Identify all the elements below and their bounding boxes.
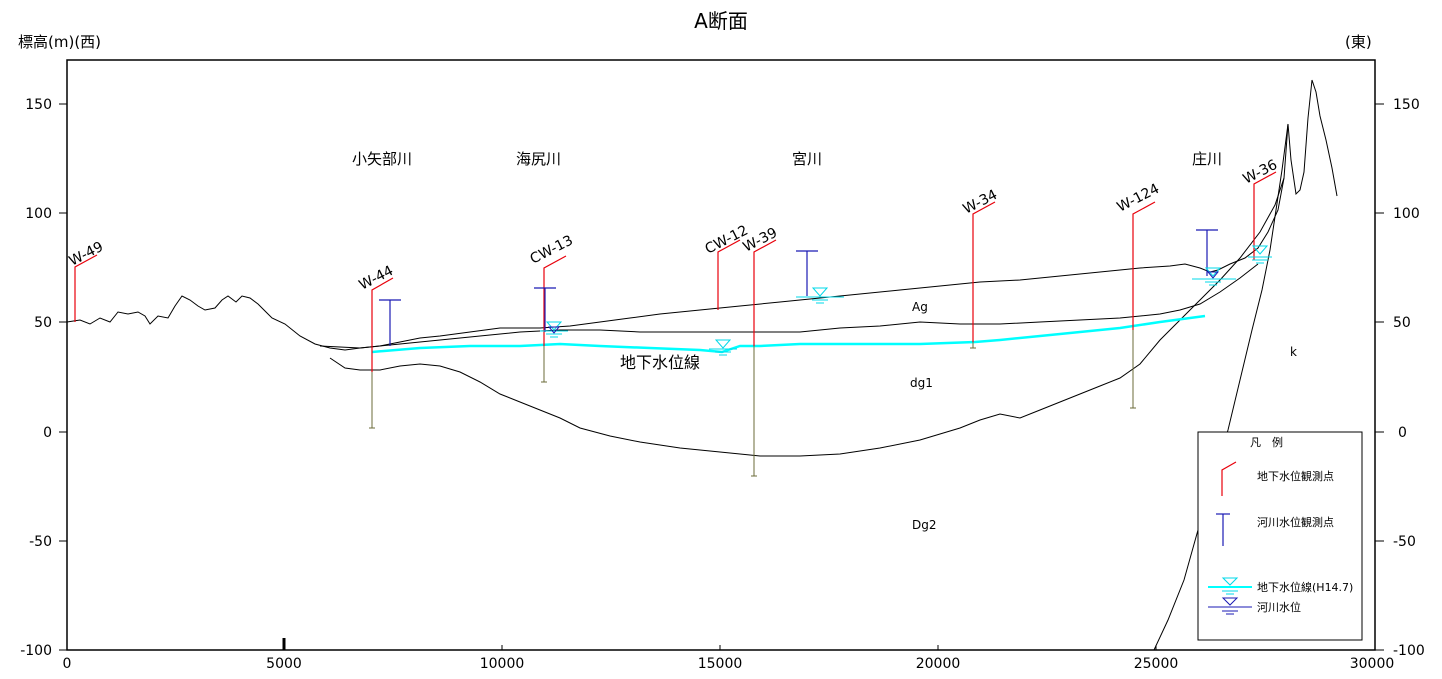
well-casings (369, 330, 1136, 477)
legend-title: 凡 例 (1250, 435, 1283, 449)
x-tick-label: 10000 (480, 656, 525, 672)
y-tick-label-right: 100 (1393, 206, 1420, 222)
river-observation-points (379, 229, 1218, 346)
y-tick-label-right: 150 (1393, 97, 1420, 113)
east-label: (東) (1345, 33, 1372, 51)
river-name: 庄川 (1192, 150, 1222, 168)
ground-surface-line (66, 79, 1338, 351)
groundwater-line (371, 314, 1206, 354)
river-name: 宮川 (792, 150, 822, 168)
legend: 凡 例 地下水位観測点 河川水位観測点 地下水位線(H14.7) 河川水位 (1197, 431, 1363, 641)
well-cw-13 (543, 255, 567, 346)
well-label: CW-13 (528, 232, 576, 267)
y-tick-label: 150 (25, 97, 52, 113)
well-w-34 (972, 201, 996, 342)
well-label: W-124 (1115, 181, 1162, 216)
x-tick-label: 5000 (266, 656, 302, 672)
y-tick-label: 100 (25, 206, 52, 222)
well-labels: W-49 W-44 CW-13 CW-12 W-39 W-34 W-124 W-… (67, 157, 1281, 294)
legend-river-level-symbol (1208, 597, 1252, 615)
layer-label: Ag (912, 300, 928, 314)
well-w-49 (74, 254, 98, 322)
x-tick-label: 20000 (916, 656, 961, 672)
legend-groundwater-point-label: 地下水位観測点 (1257, 469, 1334, 483)
y-tick-label: -50 (29, 534, 52, 550)
y-tick-label-right: -50 (1393, 534, 1416, 550)
well-w-124 (1132, 201, 1156, 330)
well-w-44 (371, 277, 394, 372)
layer-label: dg1 (910, 376, 933, 390)
layer-label: Dg2 (912, 518, 937, 532)
plot-frame (66, 59, 1376, 651)
layer-label: k (1290, 345, 1297, 359)
y-tick-label-right: -100 (1393, 643, 1425, 659)
well-label: W-49 (67, 239, 106, 270)
well-w-36 (1253, 171, 1277, 260)
diagram-title: A断面 (694, 9, 748, 33)
groundwater-level-markers (540, 245, 1272, 356)
y-tick-label: -100 (20, 643, 52, 659)
well-label: W-44 (357, 263, 397, 294)
legend-river-level-label: 河川水位 (1257, 600, 1301, 614)
x-tick-label: 30000 (1350, 656, 1395, 672)
y-axis-label: 標高(m)(西) (18, 33, 101, 51)
y-tick-label: 0 (43, 425, 52, 441)
river-name: 海尻川 (516, 150, 561, 168)
legend-river-point-label: 河川水位観測点 (1257, 515, 1334, 529)
dg1-dg2-boundary (329, 177, 1285, 457)
legend-groundwater-point-symbol (1221, 461, 1237, 496)
x-tick-label: 25000 (1134, 656, 1179, 672)
x-tick-label: 0 (63, 656, 72, 672)
ag-dg1-boundary (319, 263, 1259, 349)
legend-groundwater-line-symbol (1208, 577, 1252, 595)
y-tick-label-right: 50 (1393, 315, 1411, 331)
well-cw-12 (717, 239, 741, 310)
y-tick-label: 50 (34, 315, 52, 331)
groundwater-line-label: 地下水位線 (620, 353, 700, 372)
x-ticks: 0 5000 10000 15000 20000 25000 30000 (63, 638, 1395, 672)
river-name: 小矢部川 (352, 150, 412, 168)
layer-labels: Ag dg1 Dg2 k (910, 300, 1297, 532)
river-level-markers (547, 271, 1220, 334)
legend-groundwater-line-label: 地下水位線(H14.7) (1257, 580, 1353, 594)
well-label: W-34 (961, 187, 1001, 218)
groundwater-wells (74, 171, 1277, 372)
well-label: W-36 (1241, 157, 1281, 188)
y-ticks-left: 150 100 50 0 -50 -100 (20, 97, 67, 659)
y-ticks-right: 150 100 50 0 -50 -100 (1375, 97, 1425, 659)
river-names: 小矢部川 海尻川 宮川 庄川 (352, 150, 1222, 168)
well-w-39 (753, 239, 777, 346)
x-tick-label: 15000 (698, 656, 743, 672)
y-tick-label-right: 0 (1398, 425, 1407, 441)
k-boundary (1153, 123, 1289, 651)
